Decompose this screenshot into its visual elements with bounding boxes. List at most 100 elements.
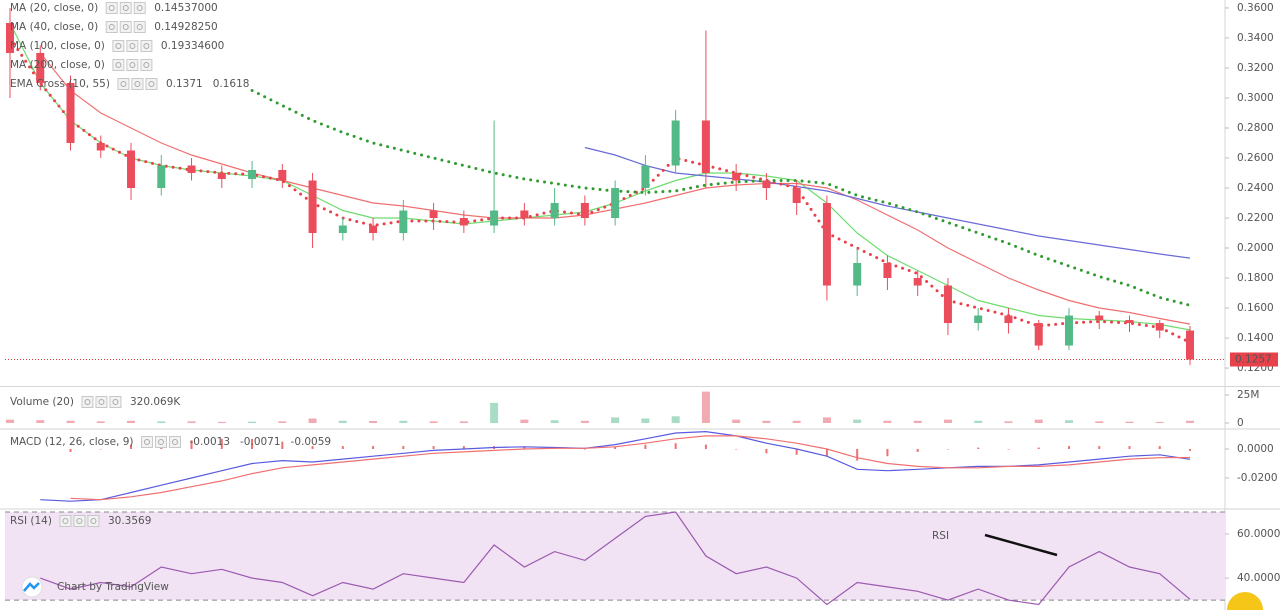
legend-icon[interactable] <box>112 59 125 71</box>
candle-body <box>611 187 620 219</box>
legend-icon-glyph <box>108 5 115 11</box>
macd-histogram-bar <box>462 446 465 449</box>
candle-body <box>66 82 75 143</box>
volume-bar <box>913 420 922 424</box>
volume-bar <box>641 418 650 424</box>
macd-histogram-bar <box>1067 446 1070 449</box>
legend-icon[interactable] <box>119 2 132 14</box>
legend-icon[interactable] <box>119 21 132 33</box>
candle-body <box>1095 315 1104 321</box>
legend-icon[interactable] <box>109 396 122 408</box>
legend-icon[interactable] <box>168 436 181 448</box>
legend-icon[interactable] <box>105 21 118 33</box>
candle-body <box>913 278 922 286</box>
legend-icon[interactable] <box>140 40 153 52</box>
legend-icon[interactable] <box>133 21 146 33</box>
y-tick-label: 60.0000 <box>1237 528 1280 540</box>
candle-body <box>338 225 347 234</box>
legend-icon-glyph <box>171 439 178 445</box>
volume-bar <box>1155 421 1164 424</box>
macd-histogram-bar <box>1189 448 1191 451</box>
legend-icon-glyph <box>157 439 164 445</box>
macd-histogram-bar <box>1037 447 1040 449</box>
last-price-label: 0.1257 <box>1235 353 1272 365</box>
volume-bar <box>399 420 408 424</box>
legend-name: Volume (20) <box>10 396 74 408</box>
candle-body <box>943 285 952 324</box>
legend-icon[interactable] <box>81 396 94 408</box>
candle-body <box>1004 315 1013 324</box>
legend-icon-glyph <box>112 399 119 405</box>
volume-bar <box>1064 420 1073 424</box>
candle-body <box>853 263 862 286</box>
legend-value: 0.1618 <box>213 78 250 90</box>
indicator-line <box>40 511 1191 606</box>
candle-body <box>278 169 287 181</box>
legend-icon[interactable] <box>140 436 153 448</box>
legend-name: MA (200, close, 0) <box>10 59 105 71</box>
volume-bar <box>157 421 166 424</box>
legend-icon[interactable] <box>145 78 158 90</box>
candle-body <box>429 210 438 219</box>
legend-icon[interactable] <box>73 515 86 527</box>
credit-text: Chart by TradingView <box>57 581 169 593</box>
indicator-line <box>70 435 1191 501</box>
legend-icon[interactable] <box>126 40 139 52</box>
candle-body <box>883 263 892 279</box>
macd-histogram-bar <box>69 448 72 452</box>
volume-bar <box>974 420 983 424</box>
volume-bar <box>278 421 287 424</box>
y-tick-label: 0.1400 <box>1237 332 1274 344</box>
legend-icon[interactable] <box>105 2 118 14</box>
legend-name: MA (100, close, 0) <box>10 40 105 52</box>
legend-icon-glyph <box>129 62 136 68</box>
candle-body <box>459 218 468 226</box>
legend-icon-glyph <box>143 43 150 49</box>
volume-bar <box>369 420 378 424</box>
legend-icon[interactable] <box>126 59 139 71</box>
legend-icon-glyph <box>134 81 141 87</box>
legend-icon[interactable] <box>140 59 153 71</box>
candle-body <box>96 142 105 151</box>
volume-bar <box>520 419 529 424</box>
volume-bar <box>308 418 317 424</box>
legend-icon-glyph <box>108 24 115 30</box>
candle-body <box>1034 323 1043 346</box>
candle-body <box>1186 330 1194 360</box>
legend-icon[interactable] <box>154 436 167 448</box>
legend-icon[interactable] <box>59 515 72 527</box>
legend-icon[interactable] <box>95 396 108 408</box>
candle-body <box>580 203 589 219</box>
volume-bar <box>1034 419 1043 424</box>
legend-icon[interactable] <box>112 40 125 52</box>
legend-icon-glyph <box>136 24 143 30</box>
volume-bar <box>732 419 741 424</box>
legend-icon-glyph <box>62 518 69 524</box>
macd-histogram-bar <box>432 446 435 449</box>
legend-icon[interactable] <box>117 78 130 90</box>
legend-icon-glyph <box>143 62 150 68</box>
legend-value: -0.0071 <box>240 436 281 448</box>
candle-body <box>490 210 499 226</box>
candle-body <box>701 120 710 173</box>
legend-icon-glyph <box>98 399 105 405</box>
macd-histogram-bar <box>825 448 828 457</box>
macd-histogram-bar <box>765 448 768 454</box>
candle-body <box>974 315 983 324</box>
legend-icon[interactable] <box>133 2 146 14</box>
legend-icon-glyph <box>76 518 83 524</box>
legend-icon-glyph <box>136 5 143 11</box>
candle-body <box>520 210 529 219</box>
legend-icon[interactable] <box>87 515 100 527</box>
legend-icon[interactable] <box>131 78 144 90</box>
menu-button[interactable] <box>1227 592 1263 610</box>
candle-body <box>762 180 771 188</box>
candle-body <box>308 180 317 234</box>
candle-body <box>671 120 680 166</box>
macd-histogram-bar <box>977 447 980 449</box>
macd-histogram-bar <box>886 448 889 457</box>
macd-histogram-bar <box>704 444 707 449</box>
legend-icon-glyph <box>129 43 136 49</box>
y-tick-label: 0.2600 <box>1237 152 1274 164</box>
